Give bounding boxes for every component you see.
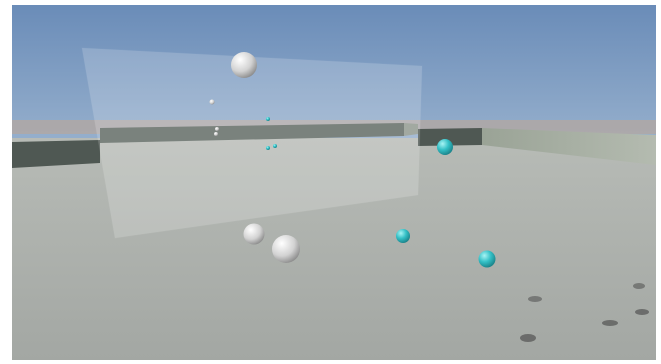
left-wall (12, 140, 100, 168)
floor (12, 138, 656, 360)
shadow (602, 320, 618, 326)
glass-panel (81, 47, 423, 239)
cyan-sphere (273, 144, 277, 148)
cyan-sphere (478, 250, 496, 268)
cyan-sphere (437, 139, 453, 155)
white-sphere (243, 223, 265, 245)
right-wall (418, 128, 482, 146)
white-sphere (214, 132, 218, 136)
white-sphere (209, 99, 215, 105)
cyan-sphere (266, 117, 270, 121)
white-sphere (215, 127, 219, 131)
white-sphere (231, 52, 257, 78)
center-wall-end (404, 123, 418, 136)
center-wall (100, 123, 404, 143)
cyan-sphere (396, 229, 410, 243)
shadow (528, 296, 542, 302)
right-ground (482, 128, 656, 165)
shadow (633, 283, 645, 289)
white-sphere (272, 235, 300, 263)
cyan-sphere (266, 146, 270, 150)
shadow (635, 309, 649, 315)
shadow (520, 334, 536, 342)
